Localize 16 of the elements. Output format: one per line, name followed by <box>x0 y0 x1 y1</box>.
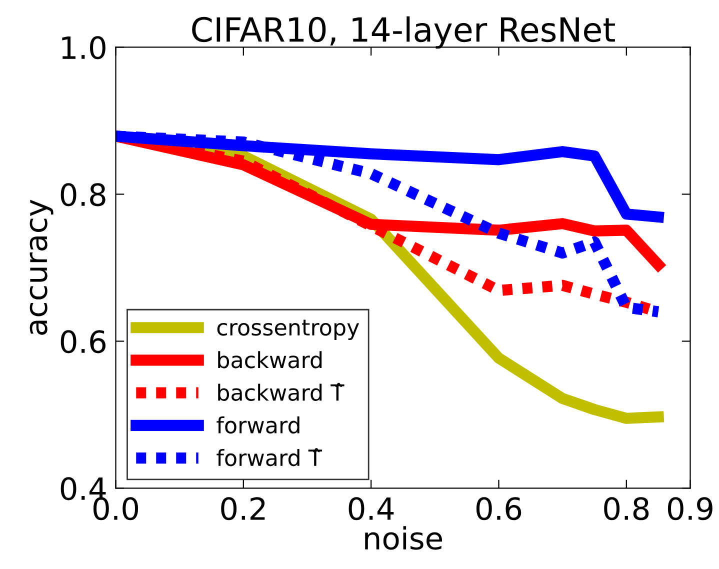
legend-label: forward <box>216 416 300 434</box>
y-axis-title: accuracy <box>30 200 54 335</box>
legend-label: backward T̂ <box>218 382 344 401</box>
legend-label: forward T̂ <box>216 448 322 466</box>
chart-title: CIFAR10, 14-layer ResNet <box>192 16 615 49</box>
y-tick-label: 0.6 <box>60 330 106 354</box>
x-tick-label: 0.8 <box>604 497 649 520</box>
y-tick-label: 1.0 <box>62 36 106 60</box>
x-tick-label: 0.4 <box>348 497 394 520</box>
x-axis-title: noise <box>365 526 442 550</box>
legend-label: backward <box>218 351 322 368</box>
y-tick-label: 0.8 <box>60 183 106 206</box>
x-tick-label: 0.2 <box>221 497 265 520</box>
legend-label: crossentropy <box>217 320 360 340</box>
x-tick-label: 0.9 <box>668 497 712 520</box>
x-tick-label: 0.6 <box>476 497 522 520</box>
